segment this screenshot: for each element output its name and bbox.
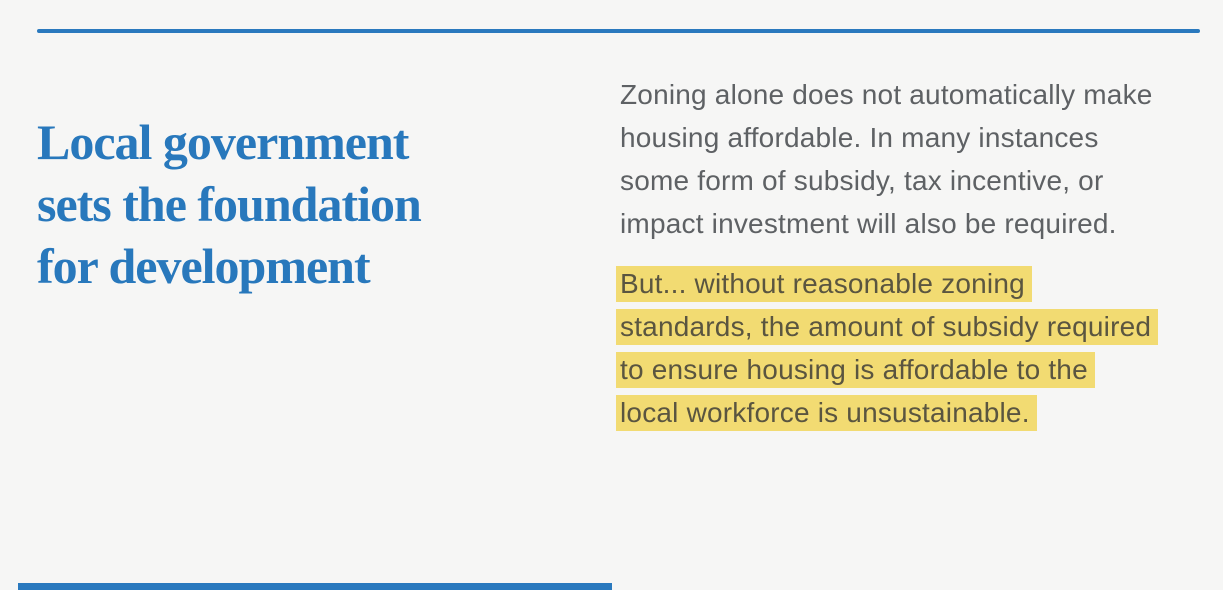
body-text-column: Zoning alone does not automatically make… (616, 73, 1220, 434)
highlighted-paragraph: But... without reasonable zoning standar… (616, 262, 1220, 434)
body-text-line: Zoning alone does not automatically make (620, 79, 1153, 110)
highlighted-text-line: standards, the amount of subsidy require… (616, 305, 1220, 348)
body-text-line: impact investment will also be required. (620, 208, 1117, 239)
slide-title: Local government sets the foundation for… (37, 111, 577, 297)
body-paragraph: Zoning alone does not automatically make… (620, 73, 1220, 245)
highlight-span: standards, the amount of subsidy require… (616, 309, 1159, 345)
slide-title-line: Local government (37, 113, 409, 170)
highlight-span: local workforce is unsustainable. (616, 395, 1037, 431)
body-text-line: some form of subsidy, tax incentive, or (620, 165, 1104, 196)
slide-title-line: for development (37, 237, 371, 294)
top-accent-line (37, 29, 1200, 33)
body-text-line: housing affordable. In many instances (620, 122, 1099, 153)
highlight-span: But... without reasonable zoning (616, 266, 1032, 302)
bottom-accent-bar (18, 583, 612, 590)
slide-title-line: sets the foundation (37, 175, 422, 232)
highlighted-text-line: But... without reasonable zoning (616, 262, 1220, 305)
highlighted-text-line: to ensure housing is affordable to the (616, 348, 1220, 391)
highlight-span: to ensure housing is affordable to the (616, 352, 1095, 388)
highlighted-text-line: local workforce is unsustainable. (616, 391, 1220, 434)
